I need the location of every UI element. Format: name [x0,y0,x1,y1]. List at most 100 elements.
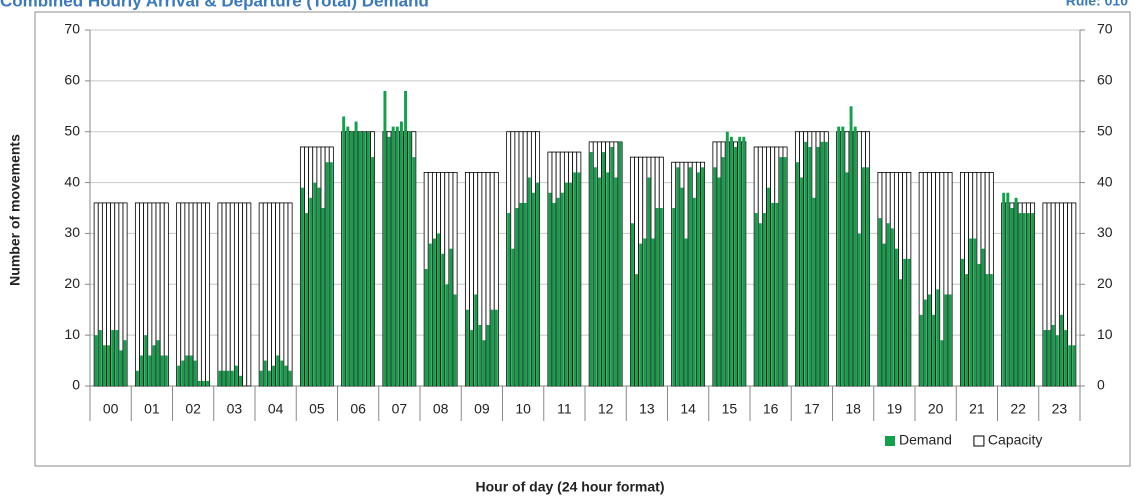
demand-bar [602,152,606,386]
demand-bar [234,365,238,386]
demand-bar [123,340,127,386]
demand-bar [630,223,634,386]
demand-bar [453,294,457,386]
demand-bar [857,233,861,386]
demand-bar [185,355,189,386]
demand-bar [597,177,601,386]
y-tick-label: 0 [72,377,80,393]
demand-bar [160,355,164,386]
legend-swatch [885,436,895,446]
x-tick-label: 01 [144,401,160,417]
demand-bar [696,172,700,386]
demand-bar [824,141,828,386]
demand-bar [713,167,717,386]
demand-bar [527,177,531,386]
demand-bar [1002,192,1006,386]
demand-bar [329,162,333,386]
demand-bar [474,294,478,386]
demand-bar [383,91,387,387]
demand-bar [115,330,119,386]
demand-bar [1043,330,1047,386]
demand-bar [845,172,849,386]
demand-bar [404,91,408,387]
demand-bar [111,330,115,386]
demand-bar [346,126,350,386]
capacity-bar [258,202,264,387]
x-tick-label: 22 [1010,401,1026,417]
demand-bar [717,177,721,386]
demand-bar [437,233,441,386]
demand-bar [218,370,222,386]
demand-bar [659,208,663,386]
y-tick-label: 70 [64,21,80,37]
y-tick-label: 50 [64,122,80,138]
demand-bar [606,172,610,386]
demand-bar [721,157,725,386]
demand-bar [965,274,969,386]
demand-bar [878,218,882,386]
capacity-bar [192,202,198,387]
y-tick-label: 60 [64,72,80,88]
demand-bar [300,187,304,386]
demand-bar [494,309,498,386]
capacity-bar [271,202,277,387]
demand-bar [441,253,445,386]
demand-bar [350,131,354,386]
x-tick-label: 14 [680,401,696,417]
demand-bar [564,182,568,386]
demand-bar [1018,213,1022,386]
x-tick-label: 19 [887,401,903,417]
x-tick-label: 20 [928,401,944,417]
demand-bar [366,131,370,386]
demand-bar [515,208,519,386]
demand-bar [919,314,923,386]
demand-bar [729,136,733,386]
legend-label: Demand [899,432,952,448]
demand-bar [890,228,894,386]
y2-tick-label: 0 [1097,377,1105,393]
demand-bar [989,274,993,386]
x-tick-label: 18 [845,401,861,417]
demand-bar [614,177,618,386]
demand-bar [342,116,346,386]
x-tick-label: 05 [309,401,325,417]
demand-bar [639,243,643,386]
demand-bar [408,131,412,386]
capacity-bar [262,202,268,387]
demand-bar [181,360,185,386]
demand-bar [932,314,936,386]
demand-bar [795,162,799,386]
demand-bar [1026,213,1030,386]
demand-bar [589,152,593,386]
demand-bar [358,131,362,386]
legend-label: Capacity [988,432,1042,448]
demand-bar [317,187,321,386]
y2-tick-label: 70 [1097,21,1113,37]
demand-bar [899,279,903,386]
capacity-bar [217,202,223,387]
demand-bar [894,248,898,386]
demand-bar [647,177,651,386]
demand-bar [1010,208,1014,386]
demand-bar [783,157,787,386]
demand-bar [701,167,705,386]
demand-bar [1014,197,1018,386]
demand-bar [325,162,329,386]
x-tick-label: 11 [557,401,572,417]
demand-bar [424,269,428,386]
demand-bar [305,213,309,386]
demand-bar [569,182,573,386]
demand-bar [470,330,474,386]
demand-bar [102,345,106,386]
demand-bar [1055,335,1059,386]
demand-bar [940,340,944,386]
demand-bar [655,208,659,386]
demand-bar [672,208,676,386]
demand-bar [193,360,197,386]
capacity-bar [196,202,202,387]
demand-bar [144,335,148,386]
demand-bar [973,238,977,386]
demand-bar [593,167,597,386]
demand-bar [399,121,403,387]
demand-bar [804,141,808,386]
